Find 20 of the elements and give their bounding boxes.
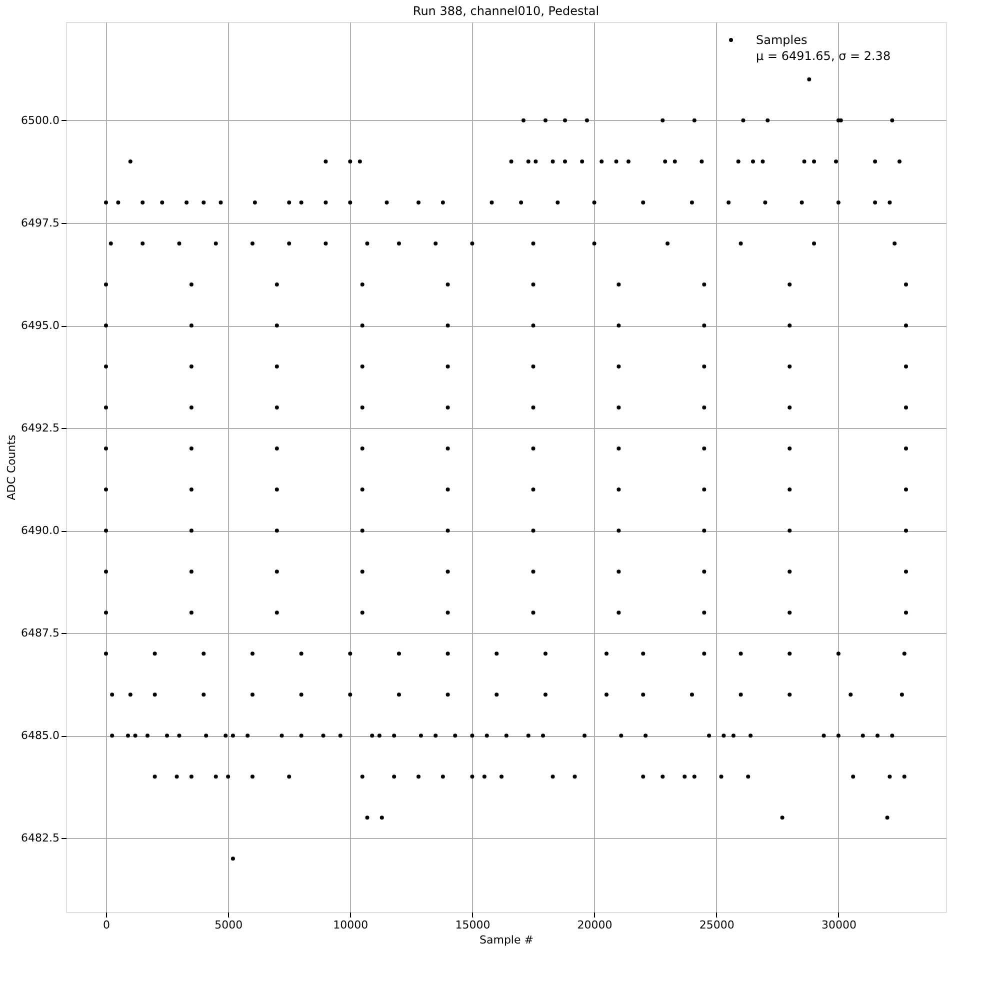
y-tick-label: 6500.0 (21, 114, 60, 127)
y-tick-label: 6492.5 (21, 422, 60, 435)
y-tick-label: 6490.0 (21, 524, 60, 538)
x-tick-label: 25000 (699, 918, 734, 932)
y-tick-label: 6487.5 (21, 626, 60, 640)
x-tick-label: 0 (102, 918, 110, 932)
y-tick-label: 6485.0 (21, 729, 60, 742)
y-tick-label: 6497.5 (21, 216, 60, 230)
x-tick-label: 5000 (214, 918, 243, 932)
x-tick-label: 30000 (821, 918, 856, 932)
x-tick-label: 10000 (333, 918, 368, 932)
legend-label: Samples (756, 33, 808, 47)
y-tick-label: 6482.5 (21, 832, 60, 845)
y-tick-label: 6495.0 (21, 319, 60, 332)
x-tick-label: 20000 (577, 918, 612, 932)
chart-title: Run 388, channel010, Pedestal (412, 4, 600, 18)
x-tick-label: 15000 (455, 918, 490, 932)
x-axis-title: Sample # (480, 934, 534, 946)
y-axis-title: ADC Counts (5, 434, 18, 500)
annotation: μ = 6491.65, σ = 2.38 (756, 49, 891, 63)
